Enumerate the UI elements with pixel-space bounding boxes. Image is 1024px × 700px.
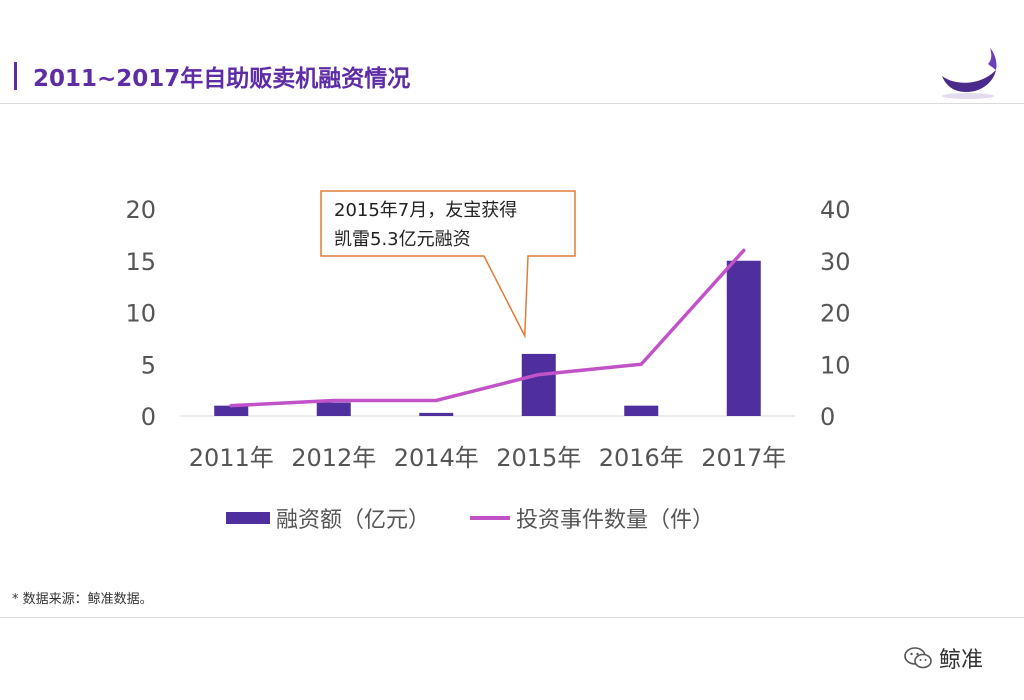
bar-series bbox=[214, 260, 761, 416]
bar bbox=[521, 353, 556, 416]
bar bbox=[316, 402, 351, 416]
brand: 鲸准 bbox=[903, 642, 983, 674]
x-axis-tick-label: 2011年 bbox=[189, 444, 274, 472]
title-bar: 2011~2017年自助贩卖机融资情况 bbox=[14, 58, 410, 94]
x-axis-tick-label: 2014年 bbox=[394, 444, 479, 472]
brand-name: 鲸准 bbox=[939, 648, 984, 673]
x-axis-labels: 2011年 2012年 2014年 2015年 2016年 2017年 bbox=[189, 444, 787, 472]
callout-box bbox=[320, 190, 576, 339]
right-axis-tick-label: 0 bbox=[820, 403, 835, 431]
bottom-divider bbox=[0, 617, 1024, 618]
line-series bbox=[229, 248, 746, 408]
right-axis: 0 10 20 30 40 bbox=[820, 196, 851, 431]
title-accent-bar bbox=[14, 62, 17, 90]
callout-pointer bbox=[320, 190, 576, 339]
legend-line-label: 投资事件数量（件） bbox=[516, 508, 715, 533]
right-axis-tick-label: 30 bbox=[820, 248, 851, 276]
bar bbox=[419, 412, 454, 416]
right-axis-tick-label: 40 bbox=[820, 196, 851, 224]
legend-bar-swatch bbox=[226, 512, 270, 524]
x-axis-tick-label: 2017年 bbox=[701, 444, 786, 472]
x-axis-tick-label: 2012年 bbox=[291, 444, 376, 472]
left-axis-tick-label: 20 bbox=[125, 196, 156, 224]
top-divider bbox=[0, 103, 1024, 104]
left-axis-tick-label: 10 bbox=[125, 300, 156, 328]
left-axis-tick-label: 15 bbox=[125, 248, 156, 276]
bar bbox=[214, 405, 249, 416]
x-axis-tick-label: 2016年 bbox=[599, 444, 684, 472]
whale-icon bbox=[942, 48, 997, 99]
legend-item-line: 投资事件数量（件） bbox=[470, 502, 714, 534]
callout-text: 2015年7月，友宝获得 凯雷5.3亿元融资 bbox=[334, 196, 570, 254]
page-title: 2011~2017年自助贩卖机融资情况 bbox=[33, 66, 411, 92]
legend-item-bar: 融资额（亿元） bbox=[226, 502, 430, 534]
legend: 融资额（亿元） 投资事件数量（件） bbox=[226, 502, 754, 534]
legend-line-swatch bbox=[470, 516, 511, 520]
right-axis-tick-label: 20 bbox=[820, 300, 851, 328]
left-axis: 0 5 10 15 20 bbox=[125, 196, 156, 431]
wechat-icon bbox=[904, 647, 932, 669]
right-axis-tick-label: 10 bbox=[820, 351, 851, 379]
x-axis-tick-label: 2015年 bbox=[496, 444, 581, 472]
bar bbox=[726, 260, 761, 416]
callout-line-2: 凯雷5.3亿元融资 bbox=[334, 229, 471, 250]
left-axis-tick-label: 0 bbox=[141, 403, 156, 431]
callout-line-1: 2015年7月，友宝获得 bbox=[334, 200, 518, 221]
left-axis-tick-label: 5 bbox=[141, 351, 156, 379]
bar bbox=[624, 405, 659, 416]
source-note: * 数据来源：鲸准数据。 bbox=[12, 592, 153, 607]
legend-bar-label: 融资额（亿元） bbox=[276, 508, 431, 533]
